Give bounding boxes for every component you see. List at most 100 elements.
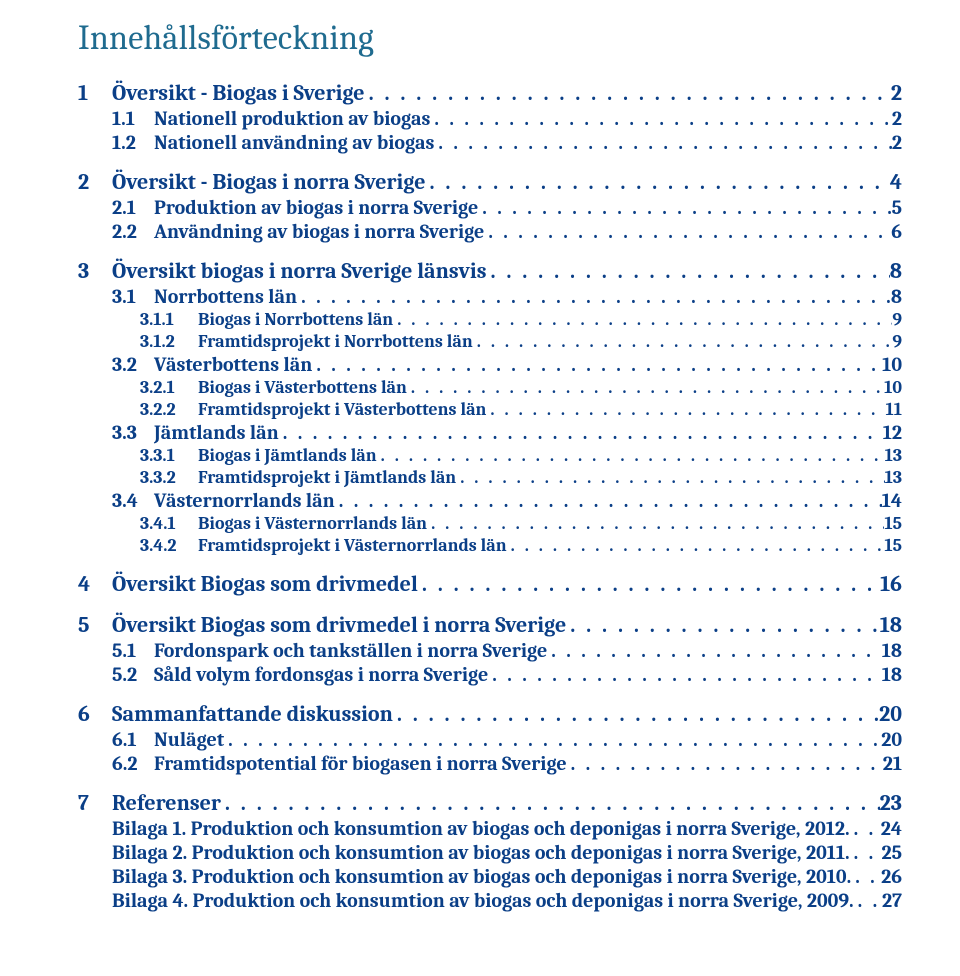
toc-entry-page: 4: [890, 169, 902, 195]
toc-gap: [78, 776, 902, 790]
toc-entry-label: Nuläget: [154, 728, 224, 751]
toc-dots: . . . . . . . . . . . . . . . . . . . . …: [456, 467, 884, 488]
toc-dots: . . . . . . . . . . . . . . . . . . . . …: [393, 701, 879, 727]
toc-entry-number: 3.3.2: [140, 467, 198, 488]
toc-entry[interactable]: 3.2.2Framtidsprojekt i Västerbottens län…: [78, 399, 902, 420]
toc-entry[interactable]: 5.1Fordonspark och tankställen i norra S…: [78, 639, 902, 662]
toc-entry-page: 8: [890, 258, 902, 284]
toc-entry-number: 5.2: [112, 663, 154, 686]
toc-entry[interactable]: 6Sammanfattande diskussion . . . . . . .…: [78, 701, 902, 727]
toc-entry[interactable]: 3.4Västernorrlands län . . . . . . . . .…: [78, 489, 902, 512]
toc-entry[interactable]: 1.2Nationell användning av biogas . . . …: [78, 131, 902, 154]
toc-entry-page: 16: [880, 571, 902, 597]
toc-entry-label: Framtidsprojekt i Västernorrlands län: [198, 535, 507, 556]
toc-entry-label: Biogas i Norrbottens län: [198, 309, 393, 330]
toc-entry[interactable]: 1Översikt - Biogas i Sverige . . . . . .…: [78, 80, 902, 106]
toc-entry-number: 3: [78, 258, 112, 284]
toc-entry[interactable]: 3.3.2Framtidsprojekt i Jämtlands län . .…: [78, 467, 902, 488]
toc-entry-label: Bilaga 4. Produktion och konsumtion av b…: [112, 889, 854, 912]
toc-entry[interactable]: 3.4.1Biogas i Västernorrlands län . . . …: [78, 513, 902, 534]
toc-dots: . . . . . . . . . . . . . . . . . . . . …: [297, 285, 891, 308]
toc-entry-label: Framtidsprojekt i Norrbottens län: [198, 331, 473, 352]
toc-gap: [78, 687, 902, 701]
toc-entry-page: 20: [881, 728, 902, 751]
toc-entry[interactable]: 2.2Användning av biogas i norra Sverige …: [78, 220, 902, 243]
toc-dots: . . . . . . . . . . . . . . . . . . . . …: [850, 817, 881, 840]
toc-dots: . . . . . . . . . . . . . . . . . . . . …: [312, 353, 882, 376]
toc-entry-number: 6.1: [112, 728, 154, 751]
toc-gap: [78, 155, 902, 169]
toc-entry-number: 3.3.1: [140, 445, 198, 466]
toc-entry-page: 18: [880, 612, 902, 638]
toc-entry-label: Produktion av biogas i norra Sverige: [154, 196, 478, 219]
toc-entry[interactable]: 1.1Nationell produktion av biogas . . . …: [78, 107, 902, 130]
toc-entry-label: Bilaga 1. Produktion och konsumtion av b…: [112, 817, 850, 840]
toc-dots: . . . . . . . . . . . . . . . . . . . . …: [567, 752, 883, 775]
toc-entry-page: 13: [885, 445, 902, 466]
toc-entry[interactable]: 7Referenser . . . . . . . . . . . . . . …: [78, 790, 902, 816]
toc-entry[interactable]: Bilaga 4. Produktion och konsumtion av b…: [78, 889, 902, 912]
toc-entry-number: 7: [78, 790, 112, 816]
toc-entry[interactable]: 3Översikt biogas i norra Sverige länsvis…: [78, 258, 902, 284]
toc-entry[interactable]: 3.2.1Biogas i Västerbottens län . . . . …: [78, 377, 902, 398]
toc-dots: . . . . . . . . . . . . . . . . . . . . …: [426, 169, 890, 195]
toc-entry[interactable]: 3.4.2Framtidsprojekt i Västernorrlands l…: [78, 535, 902, 556]
toc-entry-label: Norrbottens län: [154, 285, 297, 308]
toc-entry-label: Sammanfattande diskussion: [112, 701, 393, 727]
toc-dots: . . . . . . . . . . . . . . . . . . . . …: [854, 889, 882, 912]
toc-entry-page: 23: [880, 790, 902, 816]
toc-title: Innehållsförteckning: [78, 18, 902, 58]
toc-dots: . . . . . . . . . . . . . . . . . . . . …: [365, 80, 891, 106]
toc-gap: [78, 598, 902, 612]
toc-entry-label: Biogas i Västerbottens län: [198, 377, 407, 398]
toc-entry[interactable]: 3.1.2Framtidsprojekt i Norrbottens län .…: [78, 331, 902, 352]
toc-entry[interactable]: 2.1Produktion av biogas i norra Sverige …: [78, 196, 902, 219]
toc-entry-number: 6.2: [112, 752, 154, 775]
toc-entry-page: 13: [885, 467, 902, 488]
toc-entry-page: 21: [883, 752, 902, 775]
toc-dots: . . . . . . . . . . . . . . . . . . . . …: [473, 331, 893, 352]
toc-gap: [78, 244, 902, 258]
toc-entry[interactable]: Bilaga 1. Produktion och konsumtion av b…: [78, 817, 902, 840]
toc-entry[interactable]: 3.1.1Biogas i Norrbottens län . . . . . …: [78, 309, 902, 330]
toc-entry[interactable]: 3.3.1Biogas i Jämtlands län . . . . . . …: [78, 445, 902, 466]
toc-entry-page: 12: [883, 421, 902, 444]
toc-entry-page: 25: [881, 841, 902, 864]
toc-dots: . . . . . . . . . . . . . . . . . . . . …: [478, 196, 891, 219]
toc-entry[interactable]: 3.2Västerbottens län . . . . . . . . . .…: [78, 353, 902, 376]
toc-entry-number: 3.2: [112, 353, 154, 376]
toc-entry[interactable]: 6.1Nuläget . . . . . . . . . . . . . . .…: [78, 728, 902, 751]
toc-entry-label: Översikt - Biogas i norra Sverige: [112, 169, 426, 195]
toc-entry-page: 2: [892, 131, 902, 154]
toc-dots: . . . . . . . . . . . . . . . . . . . . …: [486, 258, 889, 284]
toc-entry-label: Nationell användning av biogas: [154, 131, 434, 154]
toc-entry-number: 6: [78, 701, 112, 727]
toc-entry[interactable]: Bilaga 2. Produktion och konsumtion av b…: [78, 841, 902, 864]
toc-entry-number: 3.2.2: [140, 399, 198, 420]
toc-dots: . . . . . . . . . . . . . . . . . . . . …: [486, 399, 885, 420]
toc-dots: . . . . . . . . . . . . . . . . . . . . …: [488, 663, 881, 686]
toc-entry-label: Referenser: [112, 790, 221, 816]
toc-dots: . . . . . . . . . . . . . . . . . . . . …: [850, 841, 882, 864]
toc-entry[interactable]: 3.1Norrbottens län . . . . . . . . . . .…: [78, 285, 902, 308]
toc-entry[interactable]: 3.3Jämtlands län . . . . . . . . . . . .…: [78, 421, 902, 444]
toc-entry[interactable]: 2Översikt - Biogas i norra Sverige . . .…: [78, 169, 902, 195]
toc-entry-number: 3.4.1: [140, 513, 198, 534]
toc-entry-label: Översikt biogas i norra Sverige länsvis: [112, 258, 486, 284]
toc-entry-label: Biogas i Jämtlands län: [198, 445, 377, 466]
toc-entry-label: Översikt - Biogas i Sverige: [112, 80, 365, 106]
toc-entry-number: 5: [78, 612, 112, 638]
toc-entry-label: Användning av biogas i norra Sverige: [154, 220, 484, 243]
toc-entry[interactable]: Bilaga 3. Produktion och konsumtion av b…: [78, 865, 902, 888]
toc-entry-label: Översikt Biogas som drivmedel: [112, 571, 418, 597]
toc-entry-label: Bilaga 2. Produktion och konsumtion av b…: [112, 841, 850, 864]
toc-entry[interactable]: 5.2Såld volym fordonsgas i norra Sverige…: [78, 663, 902, 686]
toc-dots: . . . . . . . . . . . . . . . . . . . . …: [221, 790, 880, 816]
toc-entry[interactable]: 5Översikt Biogas som drivmedel i norra S…: [78, 612, 902, 638]
toc-entry-page: 8: [891, 285, 902, 308]
toc-dots: . . . . . . . . . . . . . . . . . . . . …: [393, 309, 892, 330]
toc-entry[interactable]: 6.2Framtidspotential för biogasen i norr…: [78, 752, 902, 775]
toc-dots: . . . . . . . . . . . . . . . . . . . . …: [418, 571, 880, 597]
toc-entry[interactable]: 4Översikt Biogas som drivmedel . . . . .…: [78, 571, 902, 597]
toc-entry-number: 4: [78, 571, 112, 597]
